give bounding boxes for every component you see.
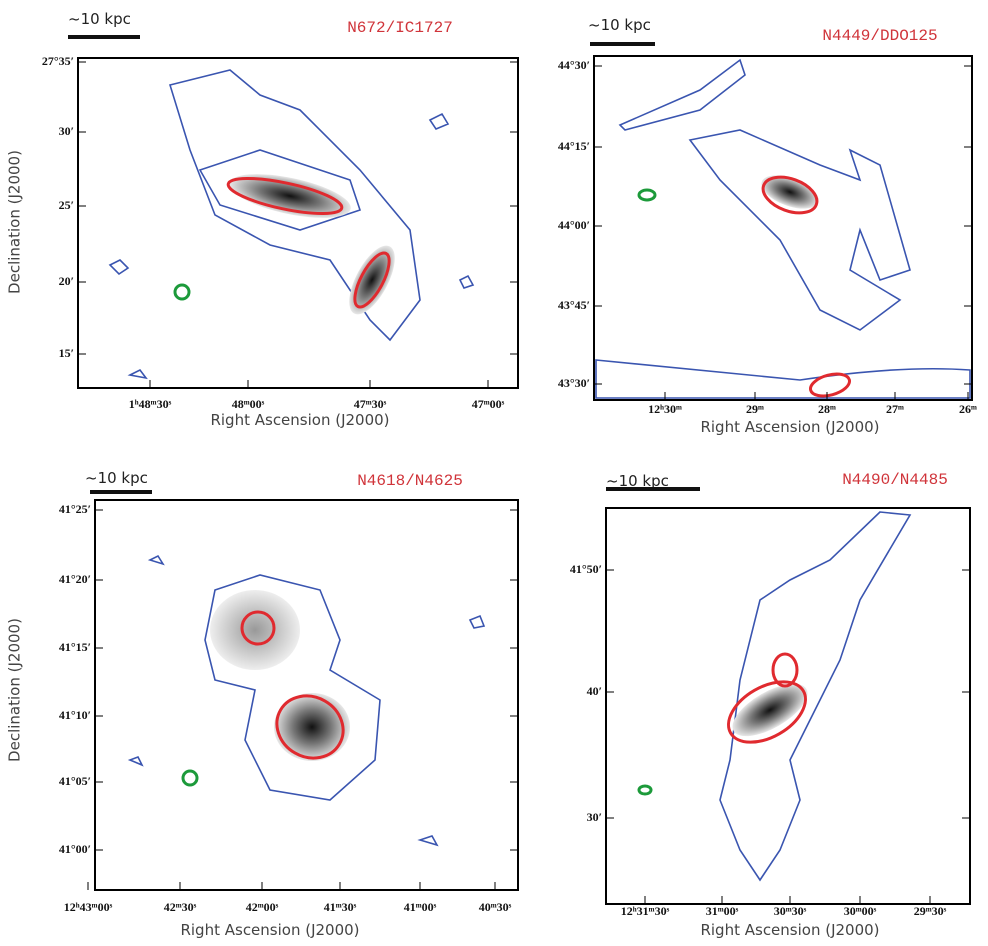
panel-3-image bbox=[94, 499, 519, 891]
x-tick-label: 30ᵐ30ˢ bbox=[774, 904, 807, 918]
y-tick-label: 44°15′ bbox=[558, 139, 590, 153]
x-tick-label: 27ᵐ bbox=[886, 402, 904, 416]
x-tick-label: 48ᵐ00ˢ bbox=[232, 397, 265, 411]
y-tick-label: 41°05′ bbox=[59, 774, 91, 788]
x-axis-label: Right Ascension (J2000) bbox=[700, 418, 879, 436]
x-tick-label: 12ʰ31ᵐ30ˢ bbox=[621, 904, 670, 918]
x-tick-label: 47ᵐ00ˢ bbox=[472, 397, 505, 411]
y-tick-label: 27°35′ bbox=[42, 54, 74, 68]
y-tick-label: 20′ bbox=[59, 274, 74, 288]
panel-2-image bbox=[593, 55, 973, 401]
y-tick-label: 25′ bbox=[59, 198, 74, 212]
scale-label: ~10 kpc bbox=[85, 469, 148, 487]
y-tick-label: 41°10′ bbox=[59, 708, 91, 722]
panel-4-image bbox=[605, 507, 971, 905]
x-tick-label: 41ᵐ00ˢ bbox=[404, 900, 437, 914]
y-tick-label: 41°00′ bbox=[59, 842, 91, 856]
x-tick-label: 12ʰ43ᵐ00ˢ bbox=[64, 900, 113, 914]
y-tick-label: 15′ bbox=[59, 346, 74, 360]
x-tick-label: 31ᵐ00ˢ bbox=[706, 904, 739, 918]
x-tick-label: 26ᵐ bbox=[959, 402, 977, 416]
y-axis-label: Declination (J2000) bbox=[6, 618, 24, 762]
panel-title: N672/IC1727 bbox=[347, 19, 453, 37]
x-tick-label: 12ʰ30ᵐ bbox=[648, 402, 682, 416]
y-tick-label: 43°45′ bbox=[558, 298, 590, 312]
panel-1-image bbox=[77, 57, 519, 389]
y-tick-label: 41°20′ bbox=[59, 572, 91, 586]
y-tick-label: 44°00′ bbox=[558, 218, 590, 232]
scale-label: ~10 kpc bbox=[68, 10, 131, 28]
x-axis-label: Right Ascension (J2000) bbox=[180, 921, 359, 939]
x-axis-label: Right Ascension (J2000) bbox=[700, 921, 879, 939]
x-tick-label: 42ᵐ00ˢ bbox=[246, 900, 279, 914]
x-tick-label: 40ᵐ30ˢ bbox=[479, 900, 512, 914]
x-tick-label: 29ᵐ bbox=[746, 402, 764, 416]
scale-label: ~10 kpc bbox=[606, 472, 669, 490]
x-axis-label: Right Ascension (J2000) bbox=[210, 411, 389, 429]
y-tick-label: 41°50′ bbox=[570, 562, 602, 576]
x-tick-label: 41ᵐ30ˢ bbox=[324, 900, 357, 914]
labels: ~10 kpc N672/IC1727 1ʰ48ᵐ30ˢ 48ᵐ00ˢ 47ᵐ30ˢ 47… bbox=[6, 10, 978, 939]
y-axis-label: Declination (J2000) bbox=[6, 150, 24, 294]
y-tick-label: 44°30′ bbox=[558, 58, 590, 72]
y-tick-label: 41°25′ bbox=[59, 502, 91, 516]
x-tick-label: 30ᵐ00ˢ bbox=[844, 904, 877, 918]
y-tick-label: 30′ bbox=[587, 810, 602, 824]
y-tick-label: 41°15′ bbox=[59, 640, 91, 654]
scale-label: ~10 kpc bbox=[588, 16, 651, 34]
x-tick-label: 28ᵐ bbox=[818, 402, 836, 416]
x-tick-label: 1ʰ48ᵐ30ˢ bbox=[129, 397, 172, 411]
panel-title: N4449/DDO125 bbox=[822, 27, 937, 45]
panel-title: N4618/N4625 bbox=[357, 472, 463, 490]
x-tick-label: 29ᵐ30ˢ bbox=[914, 904, 947, 918]
x-tick-label: 42ᵐ30ˢ bbox=[164, 900, 197, 914]
y-tick-label: 43°30′ bbox=[558, 376, 590, 390]
panel-title: N4490/N4485 bbox=[842, 471, 948, 489]
y-tick-label: 30′ bbox=[59, 124, 74, 138]
x-tick-label: 47ᵐ30ˢ bbox=[354, 397, 387, 411]
y-tick-label: 40′ bbox=[587, 684, 602, 698]
